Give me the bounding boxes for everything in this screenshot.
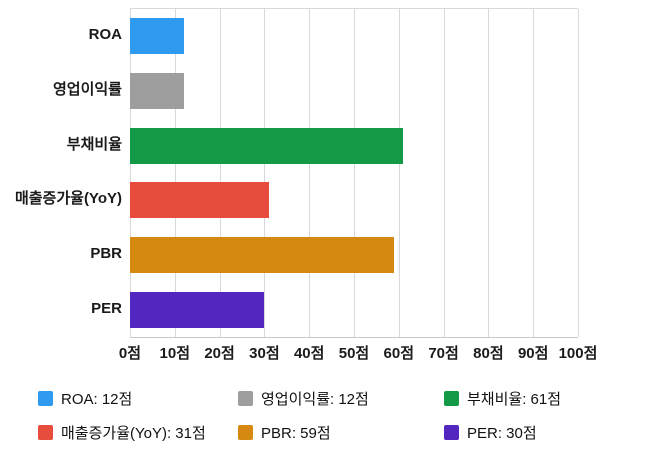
y-axis-category-label: PER [91,299,122,317]
legend-swatch-icon [38,425,53,440]
legend-swatch-icon [444,425,459,440]
x-axis-tick-label: 100점 [558,345,598,362]
legend-label: 부채비율: 61점 [467,391,562,408]
y-axis-category-label: PBR [90,245,122,262]
x-axis-tick-label: 20점 [204,345,235,362]
x-axis-tick-label: 50점 [338,345,370,362]
gridline [354,9,355,337]
legend-item: 부채비율: 61점 [444,388,561,409]
bar [130,237,395,273]
legend-item: PBR: 59점 [238,422,444,443]
x-axis-tick-label: 30점 [249,345,280,362]
y-axis-category-label: 영업이익률 [52,81,122,98]
gridline [443,9,445,337]
bar [130,18,184,55]
plot-area [130,8,579,338]
x-axis-tick-label: 80점 [473,345,504,362]
legend-item: 영업이익률: 12점 [238,388,444,409]
legend-item: 매출증가율(YoY): 31점 [38,422,238,443]
gridline [174,9,176,337]
bar [130,291,265,328]
gridline [264,9,266,337]
legend-item: PER: 30점 [444,422,561,443]
legend-swatch-icon [444,391,459,406]
legend-label: 영업이익률: 12점 [261,391,369,408]
x-axis-tick-label: 90점 [517,345,549,362]
bar [130,127,404,164]
x-axis-tick-label: 40점 [293,345,325,362]
bar [130,73,184,109]
legend-swatch-icon [238,391,253,406]
legend-label: PER: 30점 [467,425,537,442]
legend-label: ROA: 12점 [61,391,133,408]
y-axis-category-label: 부채비율 [66,135,122,153]
x-axis-tick-label: 70점 [428,345,459,362]
legend-swatch-icon [238,425,253,440]
legend-swatch-icon [38,391,53,406]
y-axis-category-label: 매출증가율(YoY) [14,190,122,208]
y-axis-category-label: ROA [88,26,122,44]
gridline [219,9,221,337]
legend-item: ROA: 12점 [38,388,238,409]
legend-label: 매출증가율(YoY): 31점 [61,425,206,442]
gridline [130,9,131,337]
x-axis-tick-label: 10점 [159,345,191,362]
legend-label: PBR: 59점 [261,425,331,442]
gridline [309,9,311,337]
x-axis-tick-label: 0점 [118,345,142,362]
gridline [488,9,490,337]
x-axis-tick-label: 60점 [383,345,415,362]
gridline [578,9,579,337]
gridline [398,9,400,337]
gridline [533,9,535,337]
bar [130,182,269,219]
